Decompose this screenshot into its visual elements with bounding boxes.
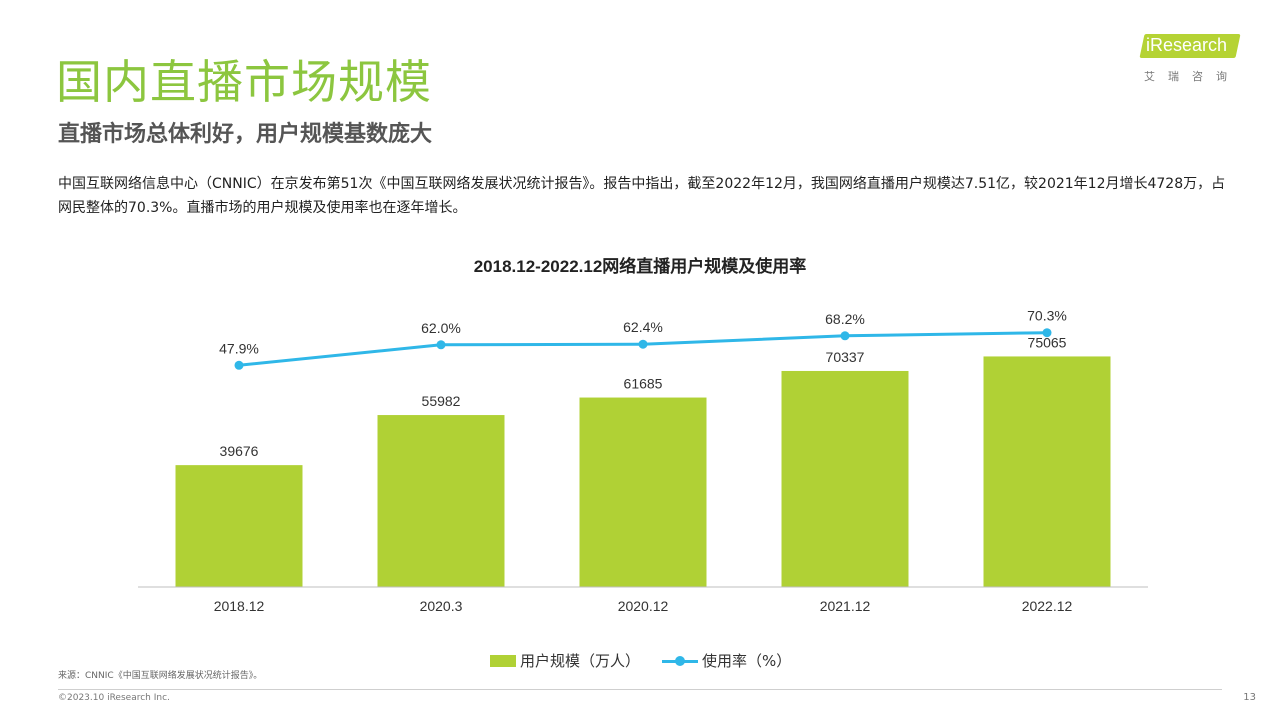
copyright: ©2023.10 iResearch Inc. <box>58 693 170 703</box>
usage-rate-label: 68.2% <box>825 311 865 327</box>
usage-rate-point <box>840 331 850 341</box>
page-number: 13 <box>1243 692 1256 703</box>
usage-rate-label: 62.4% <box>623 319 663 335</box>
x-tick-label: 2020.12 <box>618 598 669 614</box>
bar-value-label: 75065 <box>1028 334 1067 350</box>
page-title: 国内直播市场规模 <box>56 55 432 109</box>
bar-2021.12 <box>781 370 909 587</box>
usage-rate-label: 47.9% <box>219 340 259 356</box>
usage-rate-label: 62.0% <box>421 320 461 336</box>
usage-rate-line <box>238 331 1048 367</box>
bar-value-label: 61685 <box>624 376 663 392</box>
legend-item-line: 使用率（%） <box>662 650 791 671</box>
usage-rate-point <box>436 340 446 350</box>
bar-value-label: 39676 <box>220 443 259 459</box>
legend-item-bar: 用户规模（万人） <box>490 650 640 671</box>
page-subtitle: 直播市场总体利好，用户规模基数庞大 <box>58 122 433 147</box>
logo-subtext: 艾瑞咨询 <box>1144 70 1240 83</box>
bar-value-label: 70337 <box>826 349 865 365</box>
usage-rate-point <box>234 360 244 370</box>
footer-divider <box>58 689 1222 690</box>
usage-rate-point <box>1042 328 1052 338</box>
legend-line-label: 使用率（%） <box>702 652 792 670</box>
logo-text: iResearch <box>1146 35 1228 55</box>
chart-title: 2018.12-2022.12网络直播用户规模及使用率 <box>474 256 807 276</box>
user-scale-chart: 2018.12-2022.12网络直播用户规模及使用率 39676 2018.12 5… <box>138 256 1148 614</box>
chart-legend: 用户规模（万人） 使用率（%） <box>490 650 791 671</box>
x-tick-label: 2018.12 <box>214 598 265 614</box>
iresearch-logo: iResearch 艾瑞咨询 <box>1139 34 1252 86</box>
intro-paragraph: 中国互联网络信息中心（CNNIC）在京发布第51次《中国互联网络发展状况统计报告… <box>58 176 1226 216</box>
usage-rate-label: 70.3% <box>1027 308 1067 324</box>
bar-2020.3 <box>377 415 505 587</box>
usage-rate-point <box>638 339 648 349</box>
legend-bar-label: 用户规模（万人） <box>520 652 641 670</box>
x-tick-label: 2022.12 <box>1022 598 1073 614</box>
bar-value-label: 55982 <box>422 393 461 409</box>
source-note: 来源：CNNIC《中国互联网络发展状况统计报告》。 <box>58 671 263 681</box>
x-tick-label: 2021.12 <box>820 598 871 614</box>
bar-2020.12 <box>579 397 707 587</box>
legend-line-swatch <box>662 654 699 668</box>
bar-2018.12 <box>175 465 303 587</box>
bar-2022.12 <box>983 356 1111 587</box>
legend-bar-swatch <box>490 654 516 667</box>
x-tick-label: 2020.3 <box>420 598 463 614</box>
